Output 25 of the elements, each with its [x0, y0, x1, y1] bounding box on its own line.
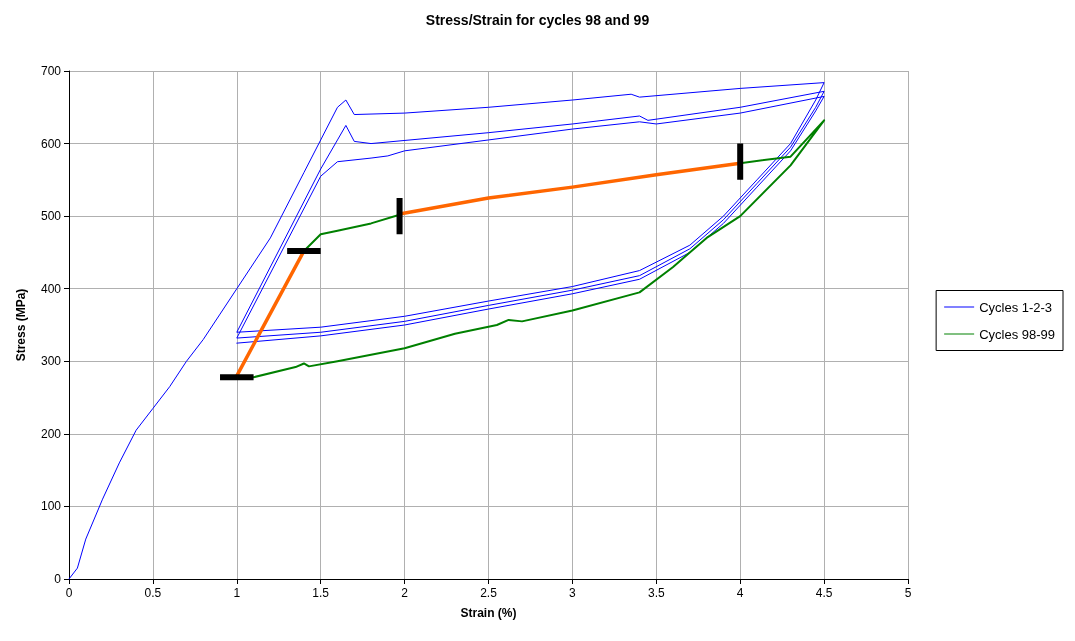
y-tick-label: 100 [40, 499, 62, 514]
y-tick-label: 700 [40, 64, 62, 78]
x-tick-label: 3 [569, 586, 577, 600]
legend-label: Cycles 98-99 [979, 326, 1056, 342]
x-tick-label: 1 [233, 586, 241, 600]
x-tick-label: 2.5 [480, 586, 498, 600]
x-tick-label: 4.5 [815, 586, 833, 600]
y-tick-label: 0 [54, 572, 62, 586]
y-tick-label: 500 [40, 209, 62, 224]
x-tick-label: 0 [65, 586, 73, 600]
y-tick-label: 200 [40, 426, 62, 441]
line-series [68, 82, 825, 580]
chart-title: Stress/Strain for cycles 98 and 99 [425, 12, 650, 28]
y-axis-title: Stress (MPa) [14, 288, 28, 362]
x-tick-label: 0.5 [144, 586, 162, 600]
x-tick-label: 3.5 [647, 586, 665, 600]
x-tick-label: 5 [904, 586, 912, 600]
y-tick-label: 400 [40, 281, 62, 296]
x-tick-label: 2 [401, 586, 409, 600]
y-tick-label: 300 [40, 354, 62, 369]
x-tick-label: 1.5 [312, 586, 330, 600]
x-axis-title: Strain (%) [460, 606, 517, 620]
legend-label: Cycles 1-2-3 [979, 299, 1053, 315]
x-tick-label: 4 [736, 586, 744, 600]
y-tick-label: 600 [40, 136, 62, 151]
